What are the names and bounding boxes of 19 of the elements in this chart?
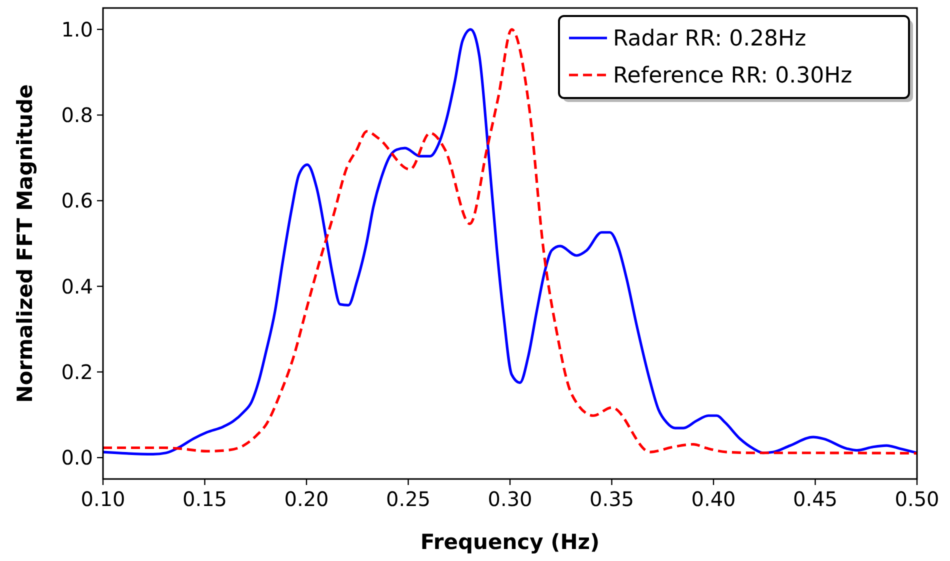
x-tick-label: 0.35 <box>589 487 634 511</box>
x-tick-label: 0.45 <box>792 487 838 511</box>
x-tick-label: 0.25 <box>386 487 431 511</box>
x-tick-label: 0.10 <box>80 487 126 511</box>
x-tick-label: 0.40 <box>691 487 736 511</box>
x-tick-label: 0.20 <box>284 487 329 511</box>
legend-label: Radar RR: 0.28Hz <box>613 26 806 52</box>
y-tick-label: 0.4 <box>61 274 93 298</box>
y-tick-label: 1.0 <box>61 17 93 42</box>
x-tick-label: 0.15 <box>182 487 228 511</box>
y-tick-label: 0.6 <box>61 188 93 213</box>
y-tick-label: 0.2 <box>61 360 93 384</box>
legend-label: Reference RR: 0.30Hz <box>613 64 852 89</box>
x-axis-title: Frequency (Hz) <box>420 530 600 554</box>
y-tick-label: 0.0 <box>61 446 93 470</box>
x-tick-label: 0.30 <box>488 487 532 511</box>
y-tick-label: 0.8 <box>61 103 93 128</box>
x-tick-label: 0.50 <box>894 487 940 511</box>
y-axis-title: Normalized FFT Magnitude <box>13 84 37 403</box>
